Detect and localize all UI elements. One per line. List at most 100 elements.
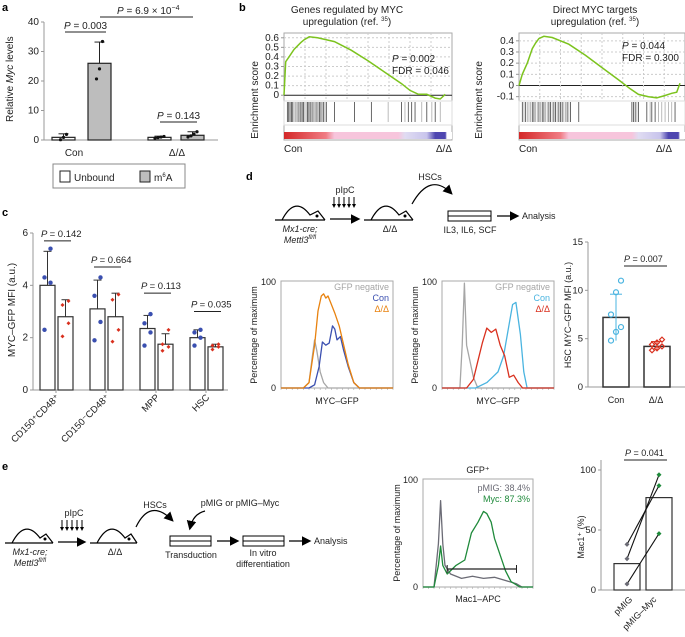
c-bar-dd (108, 317, 123, 390)
e-hscs-label: HSCs (143, 500, 167, 510)
e2-point-pmig (625, 542, 630, 547)
d-hscs-label: HSCs (418, 172, 442, 182)
y-tick-label: 0 (591, 585, 596, 596)
d2-ytick-100: 100 (422, 277, 437, 287)
pipc-arrowhead (337, 204, 341, 208)
c-data-point-dd (167, 328, 171, 332)
pipc-injection-arrows-icon (60, 520, 84, 531)
c-data-point-dd (217, 342, 221, 346)
y-tick-label: 0.4 (265, 52, 279, 63)
a-data-point (162, 135, 165, 138)
d2-legend-gfp-neg: GFP negative (495, 282, 550, 292)
d-pipc-label: pIpC (335, 185, 355, 195)
c-data-point-con (198, 335, 202, 339)
d3-pvalue: P = 0.007 (624, 254, 663, 264)
e1-legend-pmig: pMIG: 38.4% (477, 483, 530, 493)
d1-legend-gfp-neg: GFP negative (334, 282, 389, 292)
y-tick-label: 15 (572, 237, 583, 248)
c-data-point-con (98, 275, 102, 279)
panel-label-c: c (2, 207, 8, 219)
b2-x-label-dd: Δ/Δ (656, 144, 672, 155)
d2-ytick-0: 0 (432, 383, 437, 393)
b2-y-axis-label: Enrichment score (474, 61, 485, 139)
e2-point-pmig (625, 556, 630, 561)
y-tick-label: 0 (508, 80, 514, 91)
mouse-icon-control (5, 529, 53, 543)
y-tick-label: 0 (33, 135, 39, 146)
e2-point-myc (657, 472, 662, 477)
c-data-point-con (142, 343, 146, 347)
d-hsc-arrow (412, 185, 451, 204)
a-data-point (101, 40, 104, 43)
c-data-point-con (148, 330, 152, 334)
c-data-point-con (98, 320, 102, 324)
b2-fdr: FDR = 0.300 (622, 53, 679, 64)
e1-ytick-100: 100 (403, 475, 418, 485)
e1-ytick-0: 0 (413, 582, 418, 592)
pipc-injection-arrows-icon (332, 197, 356, 208)
c-data-point-con (192, 343, 196, 347)
y-tick-label: 0.6 (265, 33, 279, 44)
y-tick-label: 0.3 (500, 47, 514, 58)
pipc-arrowhead (342, 204, 346, 208)
d-genotype-1: Mx1-cre; (282, 224, 318, 234)
y-tick-label: 20 (28, 76, 40, 87)
b2-title-line2: upregulation (ref. 35) (551, 17, 639, 28)
b1-pvalue: P = 0.002 (392, 54, 436, 65)
legend-label-unbound: Unbound (74, 173, 115, 184)
mouse-icon-control (275, 206, 325, 220)
e2-y-axis-label: Mac1⁺ (%) (576, 515, 586, 558)
a-data-point (189, 134, 192, 137)
e-genotype-1: Mx1-cre; (12, 547, 48, 557)
figure-canvas: a b c d e 010203040 Relative Myc levels … (0, 0, 685, 637)
e-genotype-2: Mettl3fl/fl (14, 558, 47, 568)
d1-legend-dd: Δ/Δ (374, 304, 389, 314)
histogram-line-- (442, 328, 554, 388)
y-tick-label: 0 (22, 385, 28, 396)
e1-x-axis-label: Mac1–APC (455, 594, 501, 604)
e-hsc-arrow (136, 511, 172, 527)
c-data-point-con (192, 330, 196, 334)
mouse-icon-deleted (90, 529, 137, 543)
a-y-axis-label: Relative Myc levels (5, 36, 16, 122)
b1-title-line1: Genes regulated by MYC (291, 5, 403, 16)
e-pipc-label: pIpC (64, 508, 84, 518)
a-data-point (65, 133, 68, 136)
a-data-point (156, 136, 159, 139)
a-pvalue-3: P = 0.143 (157, 111, 201, 122)
a-data-point (153, 137, 156, 140)
y-tick-label: 40 (28, 17, 40, 28)
b1-rank-gradient (284, 132, 452, 139)
mouse-icon-deleted (364, 206, 413, 220)
a-pvalue-1: P = 6.9 × 10= 0.003 (64, 21, 108, 32)
c-data-point-con (198, 328, 202, 332)
histogram-line-con (281, 326, 393, 388)
c-bar-dd (208, 347, 223, 390)
c-data-point-con (42, 328, 46, 332)
panel-c-chart: 0 2 4 6 MYC–GFP MFI (a.u.) P = 0.142 P = 0.6… (7, 228, 232, 445)
y-tick-label: 0.1 (265, 81, 279, 92)
d2-x-axis-label: MYC–GFP (476, 396, 520, 406)
a-data-point (62, 136, 65, 139)
c-data-point-dd (111, 298, 115, 302)
y-tick-label: 100 (580, 465, 596, 476)
y-tick-label: 50 (585, 525, 596, 536)
c-x-tick-label: MPP (140, 392, 162, 414)
panel-label-e: e (2, 461, 8, 473)
legend-swatch-unbound (60, 171, 70, 182)
panel-d-histogram-1: 100 0 Percentage of maximum MYC–GFP GFP … (249, 277, 393, 406)
b1-x-label-con: Con (284, 144, 302, 155)
b1-title-line2: upregulation (ref. 35) (303, 17, 391, 28)
a-data-point (186, 135, 189, 138)
c-data-point-con (92, 294, 96, 298)
panel-a-chart: 010203040 Relative Myc levels Con Δ/Δ P … (5, 5, 218, 188)
e2-bar-pmig-myc (646, 498, 672, 590)
d3-data-point-con (609, 312, 614, 317)
y-tick-label: 0.4 (500, 36, 514, 47)
panel-e-mac1-bar: 050100 Mac1⁺ (%) P = 0.041 pMIG pMIG–Myc (576, 448, 685, 632)
b2-pvalue: P = 0.044 (622, 41, 666, 52)
b2-x-label-con: Con (519, 144, 537, 155)
pipc-arrowhead (60, 527, 64, 531)
histogram-line-pmig (423, 501, 533, 587)
c-pvalue: P = 0.142 (41, 229, 82, 240)
